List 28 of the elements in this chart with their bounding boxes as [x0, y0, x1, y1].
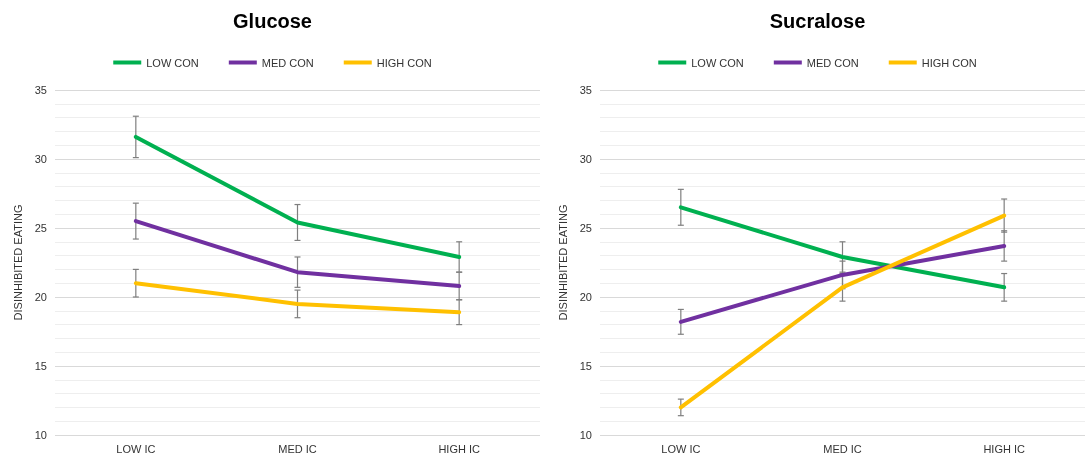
x-tick-label: HIGH IC	[438, 442, 480, 455]
x-tick-label: MED IC	[823, 442, 862, 455]
legend-label: LOW CON	[691, 56, 744, 69]
x-tick-label: LOW IC	[661, 442, 701, 455]
x-tick-label: MED IC	[278, 442, 317, 455]
y-tick-label: 15	[579, 360, 592, 372]
legend-label: HIGH CON	[376, 56, 432, 69]
y-tick-label: 20	[579, 291, 592, 303]
y-tick-label: 35	[579, 84, 592, 96]
y-axis-title: DISINHIBITED EATING	[556, 204, 569, 321]
y-tick-label: 20	[34, 291, 47, 303]
y-axis-title: DISINHIBITED EATING	[11, 204, 24, 321]
chart-title: Sucralose	[769, 10, 866, 32]
y-tick-label: 30	[579, 153, 592, 165]
y-tick-label: 10	[579, 429, 592, 441]
legend-label: HIGH CON	[921, 56, 977, 69]
y-tick-label: 30	[34, 153, 47, 165]
y-tick-label: 25	[34, 222, 47, 234]
chart-title: Glucose	[233, 10, 312, 32]
y-tick-label: 15	[34, 360, 47, 372]
y-tick-label: 25	[579, 222, 592, 234]
legend-label: LOW CON	[146, 56, 199, 69]
legend-label: MED CON	[806, 56, 859, 69]
x-tick-label: HIGH IC	[983, 442, 1025, 455]
y-tick-label: 35	[34, 84, 47, 96]
x-tick-label: LOW IC	[116, 442, 156, 455]
y-tick-label: 10	[34, 429, 47, 441]
legend-label: MED CON	[261, 56, 314, 69]
